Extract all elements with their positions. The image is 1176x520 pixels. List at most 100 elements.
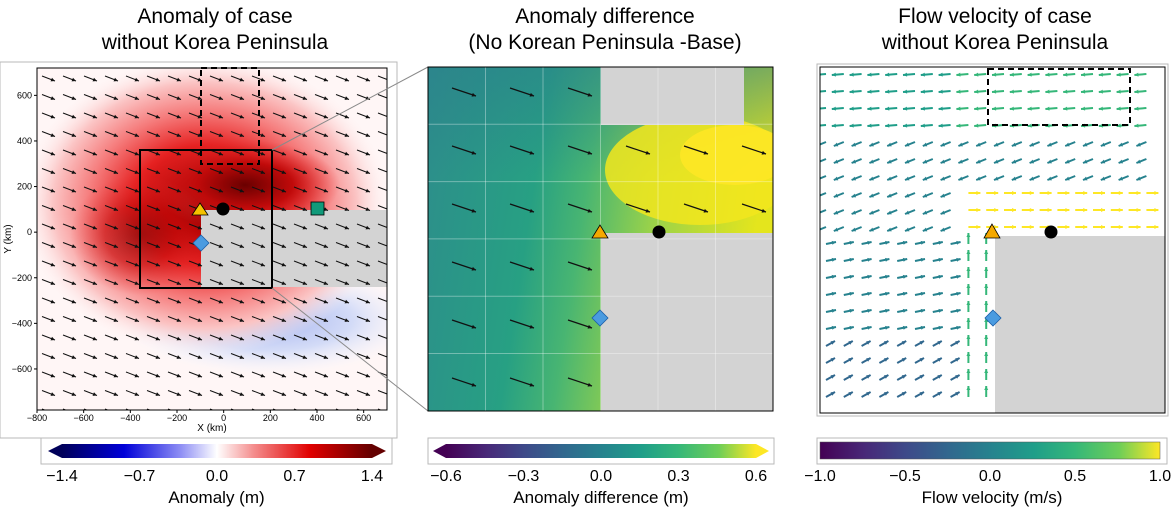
wind-arrow (335, 205, 350, 211)
wind-arrow (272, 260, 287, 267)
wind-arrow (209, 334, 224, 341)
wind-arrow (356, 186, 371, 193)
wind-arrow (209, 353, 224, 359)
velocity-arrow (1100, 158, 1112, 164)
velocity-arrow (886, 141, 898, 147)
right-flow-arrows (820, 72, 1159, 398)
velocity-arrow (1080, 106, 1094, 111)
velocity-arrow (950, 340, 961, 347)
wind-arrow (625, 145, 651, 155)
velocity-arrow (1146, 191, 1159, 195)
wind-arrow (314, 112, 329, 119)
wind-arrow (509, 145, 535, 155)
wind-arrow (41, 353, 56, 359)
left-xlabel: X (km) (197, 423, 226, 434)
wind-arrow (62, 297, 77, 304)
left-colorbar-low-extend (48, 444, 62, 458)
velocity-arrow (968, 191, 981, 195)
velocity-arrow (861, 374, 872, 381)
velocity-arrow (1098, 106, 1111, 111)
wind-arrow (41, 334, 56, 341)
wind-arrow (451, 377, 477, 387)
velocity-arrow (867, 106, 880, 111)
wind-arrow (83, 75, 98, 82)
velocity-arrow (940, 175, 951, 181)
velocity-arrow (991, 72, 1005, 77)
velocity-arrow (896, 391, 907, 398)
middle-diamond-marker (591, 309, 609, 327)
wind-arrow (683, 145, 709, 155)
velocity-arrow (1057, 191, 1070, 195)
velocity-arrow (1075, 191, 1088, 195)
velocity-arrow (897, 274, 908, 279)
middle-title-line1: Anomaly difference (515, 5, 695, 28)
velocity-arrow (1100, 175, 1112, 181)
velocity-arrow (993, 141, 1005, 147)
left-land-mass (201, 210, 387, 287)
right-colorbar-gradient (819, 441, 1161, 460)
diamond-marker (192, 234, 210, 252)
velocity-arrow (904, 141, 916, 147)
wind-arrow (230, 242, 245, 248)
wind-arrow (272, 390, 287, 396)
velocity-arrow (833, 192, 845, 198)
velocity-arrow (1134, 72, 1147, 77)
wind-arrow (188, 353, 203, 359)
velocity-arrow (958, 141, 969, 147)
velocity-arrow (1134, 123, 1147, 128)
wind-arrow (230, 131, 245, 137)
velocity-arrow (1128, 225, 1141, 229)
velocity-arrow (991, 89, 1005, 94)
velocity-arrow (984, 267, 989, 278)
wind-arrow (356, 75, 371, 82)
velocity-arrow (825, 357, 836, 364)
velocity-arrow (1116, 106, 1129, 111)
wind-arrow (104, 75, 119, 82)
wind-arrow (104, 223, 119, 230)
wind-arrow (272, 371, 287, 378)
velocity-arrow (1009, 72, 1022, 77)
wind-arrow (167, 94, 182, 100)
wind-arrow (167, 75, 182, 82)
middle-triangle-marker (591, 224, 609, 239)
wind-arrow (41, 94, 56, 100)
wind-arrow (146, 75, 161, 82)
wind-arrow (83, 168, 98, 174)
velocity-arrow (974, 72, 987, 77)
wind-arrow (509, 377, 535, 387)
wind-arrow (62, 131, 77, 137)
wind-arrow (251, 186, 266, 193)
wind-arrow (167, 316, 182, 322)
wind-arrow (356, 242, 371, 248)
velocity-arrow (950, 240, 961, 245)
velocity-arrow (966, 318, 971, 329)
left-panel-title: Anomaly of case without Korea Peninsula (30, 4, 400, 56)
velocity-arrow (878, 374, 889, 381)
wind-arrow (146, 390, 161, 396)
velocity-arrow (904, 209, 916, 215)
wind-arrow (251, 205, 266, 211)
velocity-arrow (984, 301, 989, 312)
wind-arrow (62, 168, 77, 174)
wind-arrow (356, 223, 371, 230)
velocity-arrow (833, 226, 845, 232)
velocity-arrow (956, 72, 969, 77)
velocity-arrow (861, 325, 872, 330)
wind-arrow (251, 75, 266, 82)
middle-heatmap (428, 67, 773, 411)
velocity-arrow (851, 226, 862, 232)
wind-arrow (104, 168, 119, 174)
wind-arrow (41, 149, 56, 156)
wind-arrow (104, 149, 119, 156)
velocity-arrow (825, 325, 837, 330)
wind-arrow (146, 279, 161, 285)
velocity-arrow (843, 391, 854, 398)
wind-arrow (104, 131, 119, 137)
middle-colorbar-low-extend (433, 444, 446, 458)
right-panel-title: Flow velocity of case without Korea Peni… (810, 4, 1176, 56)
velocity-arrow (1100, 141, 1112, 147)
velocity-arrow (904, 175, 916, 181)
velocity-arrow (950, 308, 961, 313)
wind-arrow (451, 319, 477, 329)
velocity-arrow (975, 141, 987, 147)
